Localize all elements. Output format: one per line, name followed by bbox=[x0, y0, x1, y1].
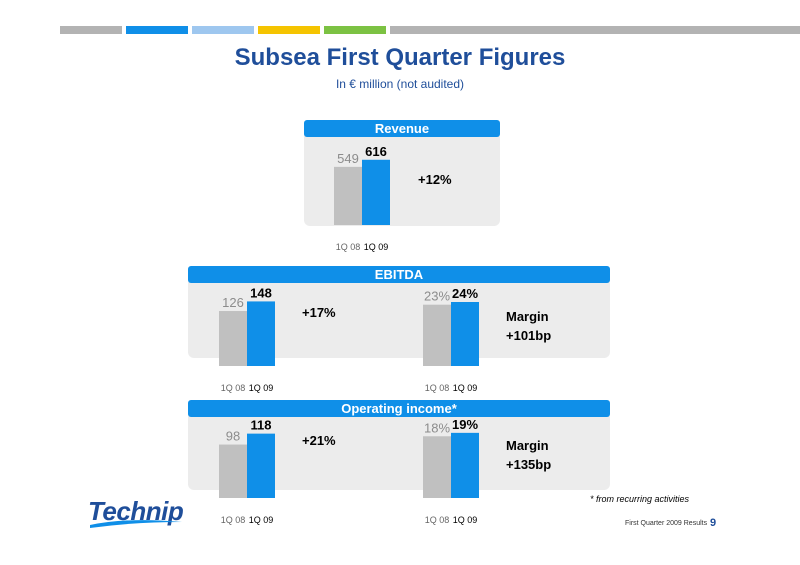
ebitda-header: EBITDA bbox=[188, 266, 610, 283]
bar-1q09 bbox=[247, 433, 275, 498]
category-label: 1Q 09 bbox=[249, 383, 274, 393]
footnote: * from recurring activities bbox=[590, 494, 690, 504]
category-label: 1Q 08 bbox=[425, 383, 450, 393]
bar-chart-svg: 549 1Q 08 616 1Q 09 bbox=[334, 144, 390, 252]
bar-value-label: 148 bbox=[250, 285, 272, 300]
bar-value-label: 23% bbox=[424, 289, 450, 304]
category-label: 1Q 08 bbox=[221, 383, 246, 393]
operating-header: Operating income* bbox=[188, 400, 610, 417]
bar-1q09 bbox=[247, 301, 275, 366]
bar-value-label: 18% bbox=[424, 420, 450, 435]
bar-1q09 bbox=[362, 159, 390, 225]
page-title: Subsea First Quarter Figures bbox=[234, 44, 566, 71]
category-label: 1Q 09 bbox=[364, 242, 389, 252]
bar-value-label: 549 bbox=[337, 151, 359, 166]
page-number: 9 bbox=[710, 517, 717, 529]
operating-margin-chart: 18% 1Q 08 19% 1Q 09 bbox=[415, 417, 495, 528]
footer-label: First Quarter 2009 Results bbox=[625, 520, 708, 527]
bar-value-label: 19% bbox=[452, 417, 478, 432]
color-bar-segment bbox=[60, 26, 122, 34]
operating-chart: 98 1Q 08 118 1Q 09 bbox=[211, 418, 291, 528]
bar-value-label: 126 bbox=[222, 295, 244, 310]
bar-chart-svg: 23% 1Q 08 24% 1Q 09 bbox=[423, 286, 479, 393]
ebitda-chart: 126 1Q 08 148 1Q 09 bbox=[211, 285, 291, 396]
ebitda-change: +17% bbox=[302, 305, 336, 320]
revenue-change: +12% bbox=[418, 172, 452, 187]
color-bar-segment bbox=[258, 26, 320, 34]
logo-swoosh-icon bbox=[90, 520, 182, 528]
top-color-bar bbox=[60, 26, 800, 34]
color-bar-segment bbox=[126, 26, 188, 34]
ebitda-margin-chart: 23% 1Q 08 24% 1Q 09 bbox=[415, 286, 495, 396]
category-label: 1Q 09 bbox=[249, 515, 274, 525]
operating-margin-label: Margin bbox=[506, 438, 549, 453]
bar-chart-svg: 126 1Q 08 148 1Q 09 bbox=[219, 285, 275, 393]
bar-1q08 bbox=[219, 444, 247, 498]
operating-margin-text: Margin +135bp bbox=[506, 436, 551, 474]
bar-1q08 bbox=[423, 436, 451, 498]
bar-value-label: 616 bbox=[365, 144, 387, 159]
bar-value-label: 118 bbox=[251, 418, 272, 433]
bar-1q09 bbox=[451, 302, 479, 366]
ebitda-margin-text: Margin +101bp bbox=[506, 307, 551, 345]
operating-change: +21% bbox=[302, 433, 336, 448]
bar-1q08 bbox=[334, 166, 362, 225]
page-subtitle: In € million (not audited) bbox=[335, 77, 465, 91]
ebitda-margin-label: Margin bbox=[506, 309, 549, 324]
color-bar-segment bbox=[324, 26, 386, 34]
revenue-chart: 549 1Q 08 616 1Q 09 bbox=[326, 144, 406, 255]
category-label: 1Q 08 bbox=[336, 242, 361, 252]
bar-1q08 bbox=[219, 311, 247, 366]
color-bar-segment bbox=[390, 26, 800, 34]
category-label: 1Q 08 bbox=[221, 515, 246, 525]
ebitda-margin-change: +101bp bbox=[506, 328, 552, 343]
operating-margin-change: +135bp bbox=[506, 457, 552, 472]
category-label: 1Q 08 bbox=[425, 515, 450, 525]
category-label: 1Q 09 bbox=[453, 515, 478, 525]
bar-value-label: 24% bbox=[452, 286, 478, 301]
bar-chart-svg: 18% 1Q 08 19% 1Q 09 bbox=[423, 417, 479, 525]
category-label: 1Q 09 bbox=[453, 383, 478, 393]
technip-logo: Technip bbox=[88, 494, 188, 528]
color-bar-segment bbox=[192, 26, 254, 34]
bar-value-label: 98 bbox=[226, 429, 240, 444]
revenue-header: Revenue bbox=[304, 120, 500, 137]
bar-1q08 bbox=[423, 304, 451, 366]
bar-chart-svg: 98 1Q 08 118 1Q 09 bbox=[219, 418, 275, 525]
bar-1q09 bbox=[451, 432, 479, 498]
